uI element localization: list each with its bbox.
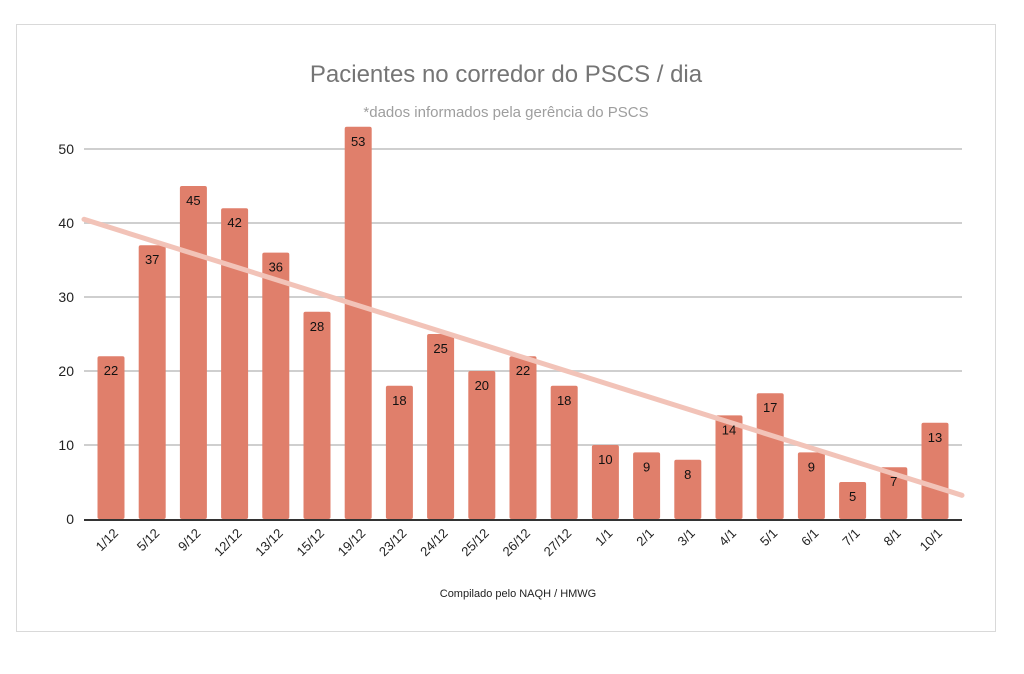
bar [715, 415, 743, 519]
bar [344, 126, 372, 520]
data-label: 18 [557, 393, 571, 408]
bar [509, 356, 537, 519]
y-tick-label: 50 [58, 141, 74, 157]
x-tick-label: 23/12 [376, 526, 410, 560]
data-label: 14 [722, 422, 736, 437]
bar [385, 385, 413, 519]
x-tick-label: 4/1 [716, 526, 739, 549]
x-tick-label: 13/12 [252, 526, 286, 560]
data-label: 28 [310, 319, 324, 334]
chart-title: Pacientes no corredor do PSCS / dia [310, 61, 703, 88]
data-labels: 22 37 45 42 36 28 53 18 25 20 22 18 10 9 8 14 17 9 5 7 13 [104, 134, 942, 504]
x-tick-label: 26/12 [500, 526, 534, 560]
y-tick-label: 30 [58, 289, 74, 305]
data-label: 22 [104, 363, 118, 378]
x-tick-label: 12/12 [211, 526, 245, 560]
x-tick-label: 27/12 [541, 526, 575, 560]
data-label: 13 [928, 430, 942, 445]
trendline [81, 216, 965, 498]
x-tick-label: 9/12 [175, 526, 204, 555]
bar [756, 393, 784, 519]
data-label: 53 [351, 134, 365, 149]
x-tick-label: 5/12 [134, 526, 163, 555]
y-tick-label: 10 [58, 437, 74, 453]
trendline-line [81, 216, 965, 498]
data-label: 7 [890, 474, 897, 489]
bar [674, 459, 702, 519]
data-label: 25 [433, 341, 447, 356]
x-tick-label: 2/1 [633, 526, 656, 549]
bar [591, 445, 619, 519]
data-label: 18 [392, 393, 406, 408]
x-axis-title: Compilado pelo NAQH / HMWG [440, 588, 597, 600]
y-tick-label: 40 [58, 215, 74, 231]
x-tick-label: 7/1 [839, 526, 862, 549]
bar [303, 311, 331, 519]
data-label: 10 [598, 452, 612, 467]
data-label: 9 [643, 459, 650, 474]
data-label: 22 [516, 363, 530, 378]
data-label: 5 [849, 489, 856, 504]
bar [138, 245, 166, 519]
x-tick-label: 10/1 [917, 526, 946, 555]
chart-frame [16, 24, 996, 632]
chart-subtitle: *dados informados pela gerência do PSCS [363, 104, 648, 121]
data-label: 37 [145, 252, 159, 267]
x-tick-label: 24/12 [417, 526, 451, 560]
x-tick-label: 19/12 [335, 526, 369, 560]
bar [550, 385, 578, 519]
bar [97, 356, 125, 519]
x-tick-label: 3/1 [675, 526, 698, 549]
y-axis-ticks: 0 10 20 30 40 50 [58, 141, 74, 527]
bars [97, 126, 949, 520]
bar [427, 334, 455, 519]
bar [921, 422, 949, 519]
x-tick-label: 15/12 [294, 526, 328, 560]
bar [179, 186, 207, 519]
data-label: 36 [269, 260, 283, 275]
bar [839, 482, 867, 519]
bar [880, 467, 908, 519]
x-tick-label: 8/1 [881, 526, 904, 549]
x-axis-ticks: 1/12 5/12 9/12 12/12 13/12 15/12 19/12 23/12 24/… [93, 526, 946, 560]
x-tick-label: 1/1 [592, 526, 615, 549]
data-label: 45 [186, 193, 200, 208]
y-tick-label: 20 [58, 363, 74, 379]
data-label: 17 [763, 400, 777, 415]
bar [797, 452, 825, 519]
data-label: 8 [684, 467, 691, 482]
bar [468, 371, 496, 519]
x-tick-label: 6/1 [798, 526, 821, 549]
bar [633, 452, 661, 519]
x-tick-label: 5/1 [757, 526, 780, 549]
bar [262, 252, 290, 519]
y-tick-label: 0 [66, 511, 74, 527]
data-label: 42 [227, 215, 241, 230]
data-label: 9 [808, 459, 815, 474]
x-tick-label: 1/12 [93, 526, 122, 555]
data-label: 20 [475, 378, 489, 393]
x-tick-label: 25/12 [458, 526, 492, 560]
bar [221, 208, 249, 519]
